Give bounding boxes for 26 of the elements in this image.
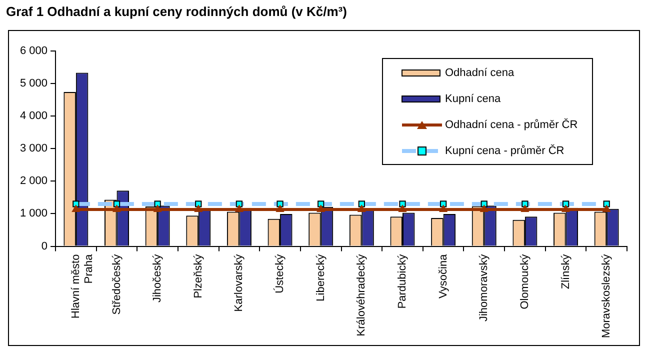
x-tick-label: Karlovarský [233,254,246,312]
legend-label: Odhadní cena [445,67,515,80]
x-tick-label: Ústecký [273,254,286,294]
x-tick-label: Moravskoslezský [600,254,613,338]
x-tick-label: Středočeský [110,254,123,315]
legend-label: Kupní cena - průměr ČR [445,144,564,158]
y-tick-label: 4 000 [20,110,48,122]
x-tick-label: Hlavní město Praha [70,253,96,318]
x-tick-label: Vysočina [437,253,450,298]
x-tick-label: Královéhradecký [356,254,368,336]
x-tick-label: Plzeňský [192,254,204,298]
x-tick-label: Jihočeský [152,254,164,303]
y-tick-label: 5 000 [20,78,48,90]
y-tick-label: 1 000 [20,208,48,220]
chart-title: Graf 1 Odhadní a kupní ceny rodinných domů (v Kč/m³) [6,4,347,19]
y-tick-label: 0 [41,240,48,252]
x-tick-label: Olomoucký [518,254,531,310]
x-tick-label: Jihomoravský [478,254,490,322]
y-tick-label: 3 000 [20,142,48,155]
legend-label: Odhadní cena - průměr ČR [445,118,578,132]
y-tick-label: 2 000 [20,175,48,188]
legend-label: Kupní cena [445,93,502,106]
x-tick-label: Liberecký [314,254,327,302]
y-tick-label: 6 000 [20,45,48,58]
x-tick-label: Zlínský [560,254,572,290]
x-tick-label: Pardubický [396,254,409,309]
